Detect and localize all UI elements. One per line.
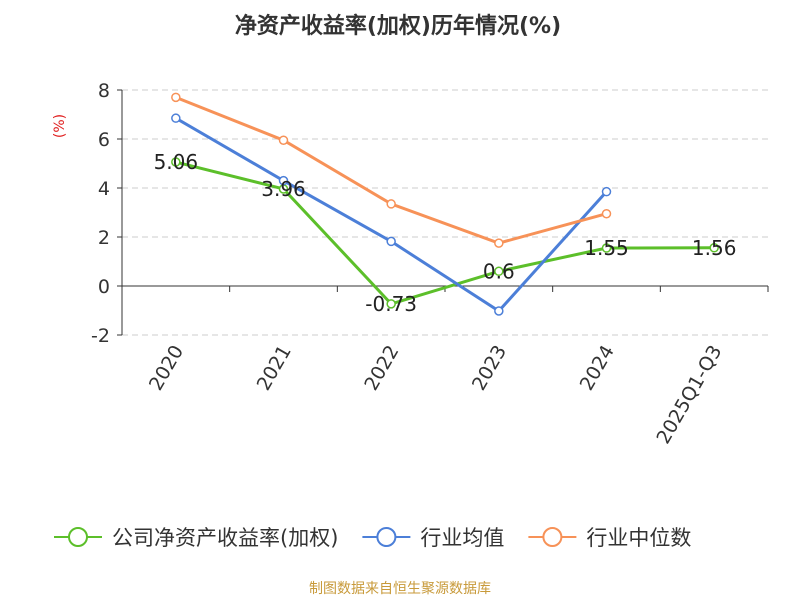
- x-tick-label: 2022: [360, 342, 403, 395]
- data-label: 1.55: [584, 236, 629, 260]
- data-label: 3.96: [261, 177, 306, 201]
- axes: -2 0 2 4 6 8 2020 2021 2022 2023 2024 2025Q1-Q3: [91, 80, 769, 448]
- source-note: 制图数据来自恒生聚源数据库: [309, 581, 491, 597]
- data-point: [171, 92, 181, 103]
- data-point: [601, 186, 612, 197]
- data-point: [601, 243, 612, 253]
- chart-title: 净资产收益率(加权)历年情况(%): [235, 13, 561, 39]
- data-point: [601, 208, 612, 219]
- x-tick-label: 2020: [145, 342, 188, 395]
- data-point: [171, 113, 181, 123]
- data-point: [386, 299, 396, 309]
- data-point: [709, 243, 719, 253]
- y-tick-label: 0: [98, 276, 110, 298]
- y-tick-label: 8: [98, 80, 110, 102]
- series-line-0: [175, 160, 715, 306]
- data-point: [386, 236, 396, 247]
- data-label: 1.56: [692, 236, 737, 260]
- data-label: 5.06: [154, 150, 199, 174]
- legend: 公司净资产收益率(加权) 行业均值 行业中位数: [54, 526, 691, 550]
- data-labels: 5.06 3.96 -0.73 0.6 1.55 1.56: [154, 150, 737, 316]
- legend-label-1: 行业均值: [420, 526, 504, 550]
- series-group: [171, 92, 719, 316]
- legend-label-0: 公司净资产收益率(加权): [112, 526, 338, 550]
- y-tick-label: 4: [98, 178, 110, 200]
- data-point: [494, 306, 504, 316]
- data-label: 0.6: [483, 259, 515, 283]
- y-tick-label: 6: [98, 129, 110, 151]
- y-axis-label: (%): [52, 114, 68, 138]
- data-point: [278, 135, 289, 145]
- data-point: [386, 199, 396, 209]
- data-point: [278, 175, 289, 186]
- x-tick-label: 2023: [468, 342, 511, 395]
- y-tick-label: 2: [98, 227, 110, 249]
- legend-marker: [68, 527, 88, 547]
- y-tick-label: -2: [91, 325, 110, 347]
- x-tick-label: 2021: [253, 342, 296, 395]
- x-tick-label: 2024: [576, 342, 619, 395]
- series-line-1: [175, 116, 608, 313]
- data-label: -0.73: [365, 292, 417, 316]
- series-line-2: [175, 95, 607, 245]
- grid-lines: [122, 89, 768, 336]
- legend-label-2: 行业中位数: [586, 526, 691, 550]
- x-tick-label: 2025Q1-Q3: [652, 342, 726, 448]
- legend-marker: [542, 527, 563, 547]
- data-point: [494, 266, 504, 277]
- data-point: [494, 238, 504, 248]
- legend-marker: [376, 527, 397, 547]
- data-point: [171, 157, 181, 167]
